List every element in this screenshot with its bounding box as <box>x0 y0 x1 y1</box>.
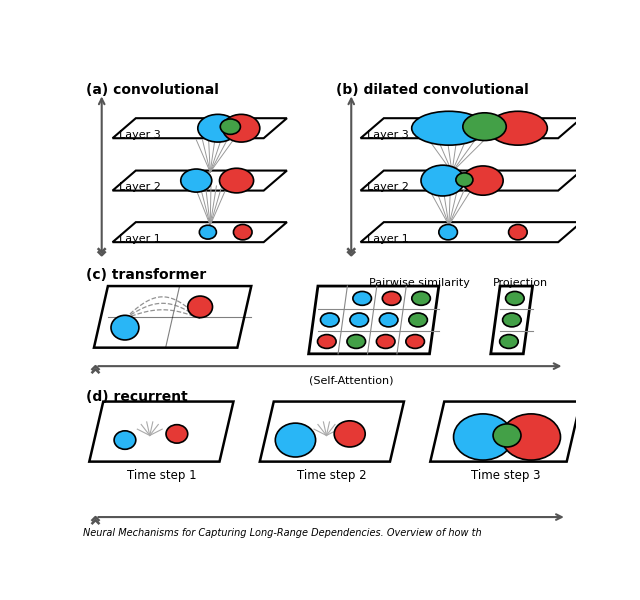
Text: (Self-Attention): (Self-Attention) <box>309 376 394 385</box>
Text: Layer 2: Layer 2 <box>119 182 161 193</box>
Ellipse shape <box>412 292 430 305</box>
Ellipse shape <box>188 296 212 317</box>
Ellipse shape <box>502 313 521 327</box>
Ellipse shape <box>500 335 518 349</box>
Text: Layer 1: Layer 1 <box>119 234 161 244</box>
Text: (c) transformer: (c) transformer <box>86 268 207 283</box>
Ellipse shape <box>493 424 521 447</box>
Ellipse shape <box>234 224 252 240</box>
Text: (a) convolutional: (a) convolutional <box>86 83 219 97</box>
Text: Layer 3: Layer 3 <box>119 130 161 140</box>
Ellipse shape <box>439 224 458 240</box>
Text: Pairwise similarity: Pairwise similarity <box>369 278 470 287</box>
Text: Layer 3: Layer 3 <box>367 130 408 140</box>
Polygon shape <box>491 286 532 354</box>
Polygon shape <box>360 222 581 242</box>
Ellipse shape <box>321 313 339 327</box>
Ellipse shape <box>506 292 524 305</box>
Text: (b) dilated convolutional: (b) dilated convolutional <box>336 83 529 97</box>
Polygon shape <box>360 118 581 138</box>
Ellipse shape <box>166 425 188 443</box>
Ellipse shape <box>114 431 136 449</box>
Ellipse shape <box>463 113 506 140</box>
Ellipse shape <box>376 335 395 349</box>
Ellipse shape <box>220 168 253 193</box>
Text: Time step 3: Time step 3 <box>471 469 540 482</box>
Polygon shape <box>113 222 287 242</box>
Ellipse shape <box>380 313 398 327</box>
Ellipse shape <box>353 292 371 305</box>
Ellipse shape <box>199 225 216 239</box>
Ellipse shape <box>223 115 260 142</box>
Ellipse shape <box>509 224 527 240</box>
Ellipse shape <box>334 421 365 447</box>
Polygon shape <box>113 118 287 138</box>
Text: Neural Mechanisms for Capturing Long-Range Dependencies. Overview of how th: Neural Mechanisms for Capturing Long-Ran… <box>83 528 482 538</box>
Polygon shape <box>113 170 287 191</box>
Polygon shape <box>430 401 580 461</box>
Ellipse shape <box>409 313 428 327</box>
Polygon shape <box>90 401 234 461</box>
Ellipse shape <box>454 414 513 460</box>
Ellipse shape <box>275 423 316 457</box>
Text: Layer 1: Layer 1 <box>367 234 408 244</box>
Ellipse shape <box>180 169 212 192</box>
Ellipse shape <box>502 414 561 460</box>
Ellipse shape <box>406 335 424 349</box>
Text: Layer 2: Layer 2 <box>367 182 408 193</box>
Ellipse shape <box>111 316 139 340</box>
Polygon shape <box>94 286 252 347</box>
Ellipse shape <box>350 313 369 327</box>
Ellipse shape <box>412 111 486 145</box>
Ellipse shape <box>463 166 503 195</box>
Ellipse shape <box>382 292 401 305</box>
Ellipse shape <box>198 115 238 142</box>
Ellipse shape <box>347 335 365 349</box>
Text: Time step 2: Time step 2 <box>297 469 367 482</box>
Text: Time step 1: Time step 1 <box>127 469 196 482</box>
Polygon shape <box>360 170 581 191</box>
Polygon shape <box>260 401 404 461</box>
Text: (d) recurrent: (d) recurrent <box>86 390 188 404</box>
Text: Projection: Projection <box>493 278 548 287</box>
Ellipse shape <box>220 119 241 134</box>
Ellipse shape <box>317 335 336 349</box>
Ellipse shape <box>421 165 465 196</box>
Ellipse shape <box>488 111 547 145</box>
Polygon shape <box>308 286 439 354</box>
Ellipse shape <box>456 173 473 187</box>
